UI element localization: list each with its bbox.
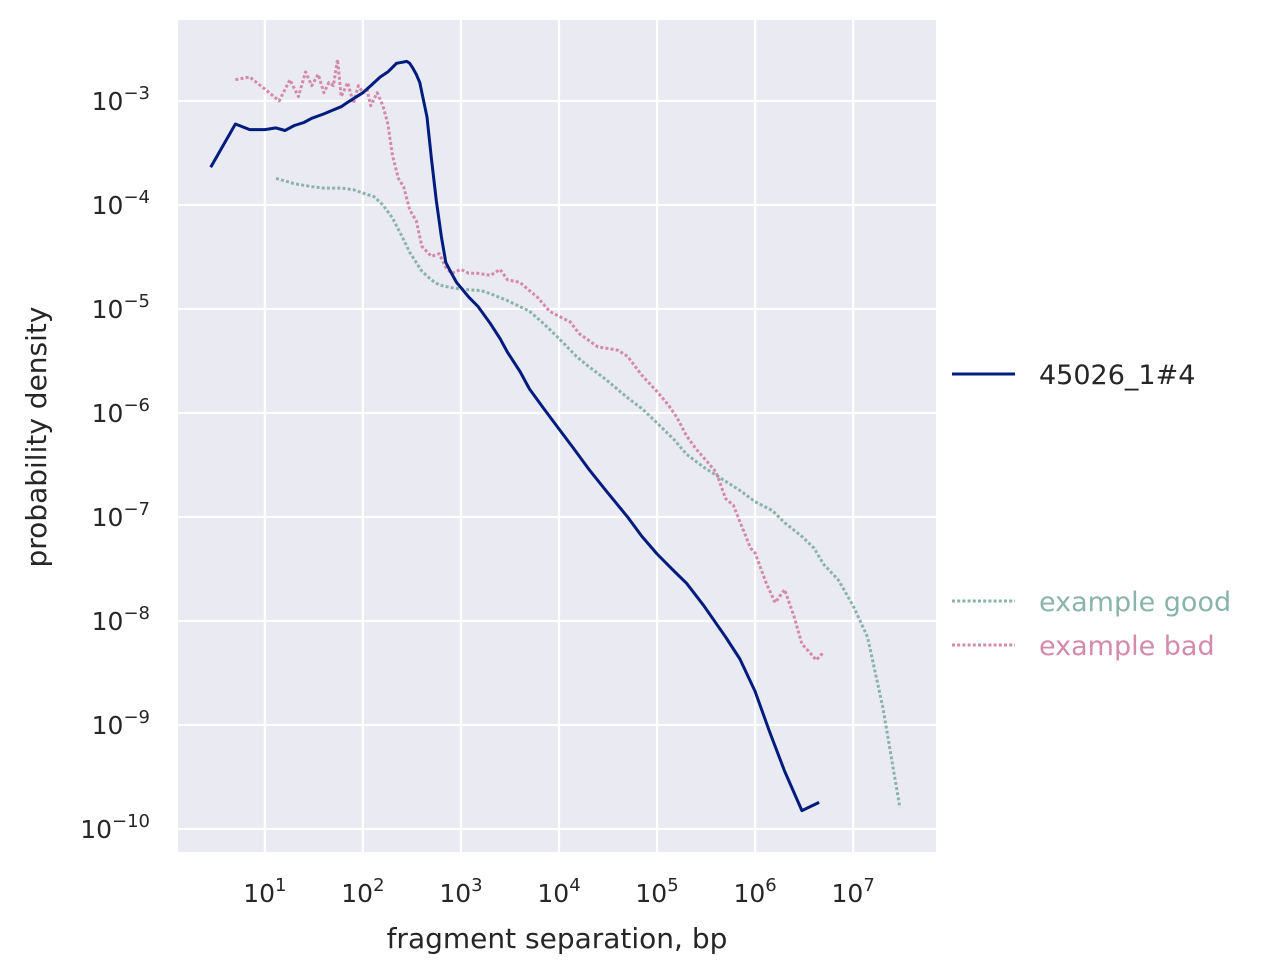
legend-label: example bad	[1039, 631, 1215, 662]
x-tick-label: 101	[243, 875, 286, 908]
series-line-example-good	[275, 176, 902, 808]
x-tick-label: 106	[733, 875, 776, 908]
x-tick-label: 102	[341, 875, 384, 908]
grid-lines	[178, 20, 936, 852]
y-tick-label: 10−8	[92, 603, 150, 636]
y-tick-label: 10−3	[92, 83, 150, 116]
x-axis-label: fragment separation, bp	[387, 922, 728, 955]
series-line-example-bad	[235, 58, 825, 662]
x-axis-ticks: 101 102 103 104 105 106 107	[243, 875, 875, 908]
y-axis-label: probability density	[20, 307, 53, 568]
x-tick-label: 107	[832, 875, 875, 908]
y-tick-label: 10−10	[80, 811, 150, 844]
y-tick-label: 10−9	[92, 707, 150, 740]
x-tick-label: 103	[439, 875, 482, 908]
legend-label: example good	[1039, 587, 1231, 618]
legend-label: 45026_1#4	[1039, 360, 1195, 391]
y-tick-label: 10−7	[92, 499, 150, 532]
series-layer	[209, 58, 902, 813]
y-tick-label: 10−4	[92, 187, 150, 220]
y-tick-label: 10−6	[92, 395, 150, 428]
y-axis-ticks: 10−3 10−4 10−5 10−6 10−7 10−8 10−9 10−10	[80, 83, 150, 844]
x-tick-label: 105	[635, 875, 678, 908]
series-line-45026-1-4	[209, 59, 820, 813]
plot-background	[178, 20, 936, 852]
x-tick-label: 104	[537, 875, 580, 908]
y-tick-label: 10−5	[92, 291, 150, 324]
